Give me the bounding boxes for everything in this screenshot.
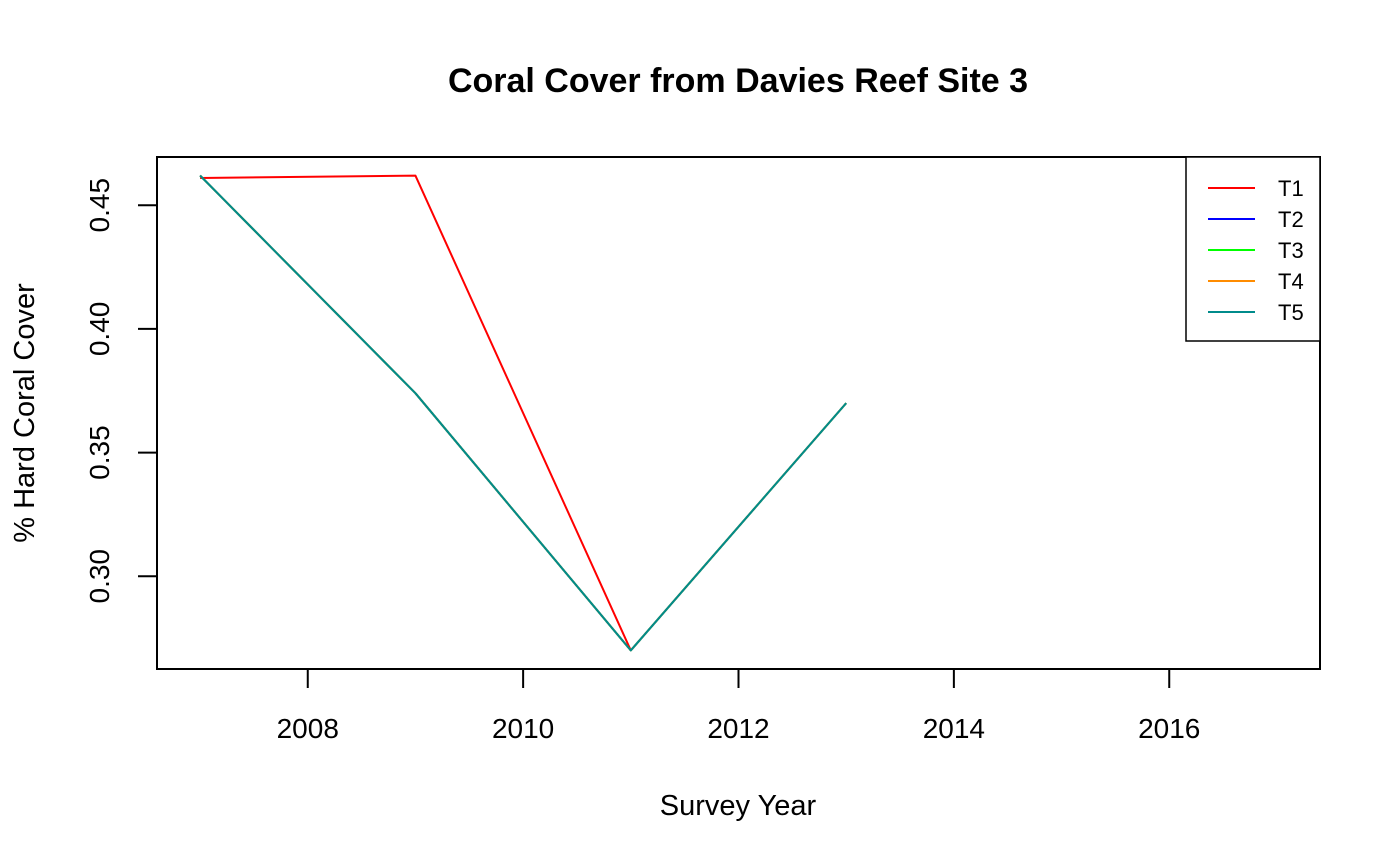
legend-label-t1: T1	[1278, 176, 1304, 201]
y-tick-label: 0.45	[84, 178, 115, 233]
y-tick-label: 0.40	[84, 302, 115, 357]
x-axis: 2008 2010 2012 2014 2016	[277, 669, 1200, 744]
plot-frame	[156, 156, 1321, 670]
x-tick-label: 2012	[707, 713, 769, 744]
x-axis-label: Survey Year	[660, 790, 817, 822]
legend-label-t5: T5	[1278, 300, 1304, 325]
series-lines	[199, 174, 847, 652]
chart-title: Coral Cover from Davies Reef Site 3	[448, 62, 1028, 100]
y-axis: 0.30 0.35 0.40 0.45	[84, 178, 157, 604]
x-tick-label: 2016	[1138, 713, 1200, 744]
legend-label-t3: T3	[1278, 238, 1304, 263]
y-tick-label: 0.30	[84, 549, 115, 604]
legend: T1 T2 T3 T4 T5	[1185, 156, 1321, 342]
x-tick-label: 2010	[492, 713, 554, 744]
series-line-t5	[199, 174, 847, 652]
series-line-t1	[200, 174, 632, 651]
legend-label-t4: T4	[1278, 269, 1304, 294]
y-axis-label: % Hard Coral Cover	[9, 283, 41, 543]
x-tick-label: 2008	[277, 713, 339, 744]
y-tick-label: 0.35	[84, 425, 115, 480]
x-tick-label: 2014	[923, 713, 985, 744]
legend-label-t2: T2	[1278, 207, 1304, 232]
